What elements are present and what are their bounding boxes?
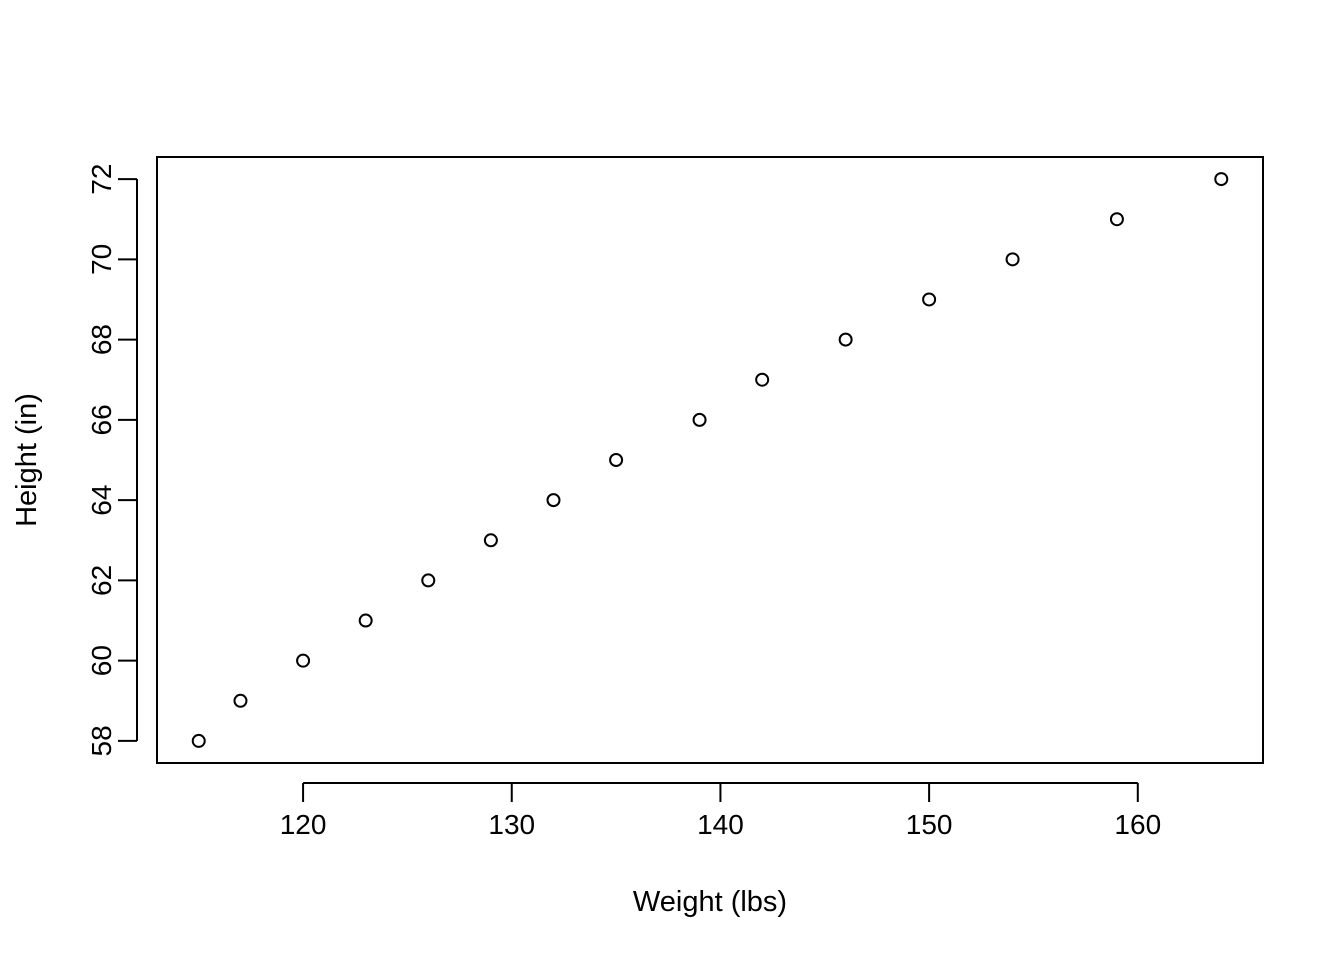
x-tick-label: 150 [906,809,953,840]
plot-frame [156,156,1264,764]
x-axis: 120 130 140 150 160 [280,782,1161,840]
data-point [922,292,937,307]
y-axis-label: Height (in) [11,393,43,527]
x-tick-label: 120 [280,809,327,840]
data-point [609,453,624,467]
y-tick-label: 60 [86,645,117,676]
y-axis: 58 60 62 64 66 68 70 72 [86,163,138,757]
y-tick-label: 68 [86,324,117,355]
x-tick-label: 140 [697,809,744,840]
data-point [1214,172,1229,187]
data-point [838,332,853,347]
data-point [692,412,707,427]
data-point [191,733,206,748]
data-point [233,693,248,708]
x-axis-label: Weight (lbs) [633,886,787,918]
data-point [1109,212,1124,227]
data-points [191,172,1229,748]
y-tick-label: 72 [86,163,117,194]
data-point [296,653,311,668]
y-tick-label: 66 [86,404,117,435]
data-point [358,613,373,628]
y-tick-label: 62 [86,565,117,596]
y-tick-label: 70 [86,244,117,275]
x-tick-label: 160 [1114,809,1161,840]
data-point [421,573,436,588]
data-point [483,533,498,548]
data-point [546,493,561,508]
x-tick-label: 130 [488,809,535,840]
y-tick-label: 58 [86,725,117,756]
y-tick-label: 64 [86,485,117,516]
data-point [755,372,770,387]
data-point [1005,252,1020,267]
